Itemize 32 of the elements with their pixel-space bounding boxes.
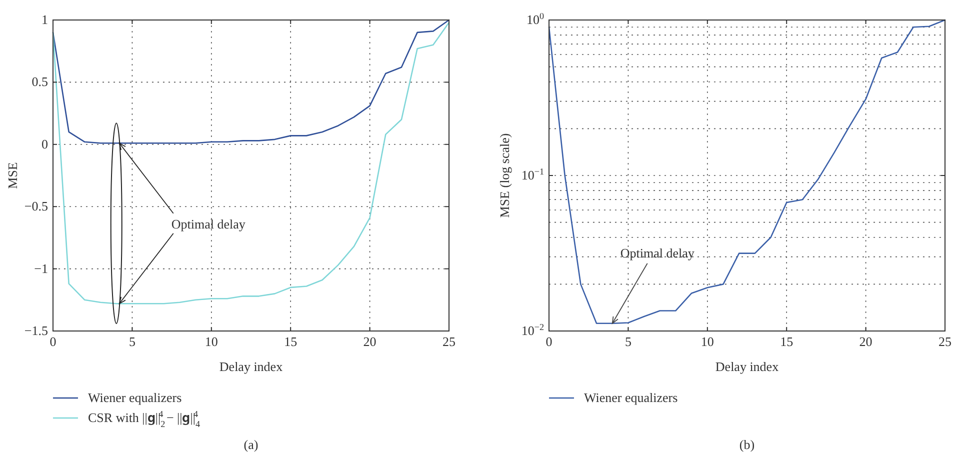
line-series	[52, 22, 450, 304]
y-axis-title: MSE (log scale)	[497, 133, 512, 218]
x-tick-label: 10	[700, 334, 714, 349]
x-tick-label: 5	[624, 334, 632, 349]
legend-label: Wiener equalizers	[88, 390, 182, 405]
x-tick-label: 25	[442, 334, 456, 349]
x-tick-label: 25	[938, 334, 952, 349]
annotation: Optimal delay	[171, 216, 246, 232]
y-tick-label: 10$^{0}$	[526, 11, 544, 27]
x-tick-label: 5	[128, 334, 136, 349]
annotation: Optimal delay	[620, 245, 695, 260]
line-series	[548, 19, 946, 324]
y-tick-label: −1.5	[24, 323, 48, 338]
x-axis-title: Delay index	[715, 359, 780, 374]
y-axis-title: MSE	[5, 162, 20, 189]
x-tick-label: 10	[204, 334, 218, 349]
y-tick-label: 1	[42, 12, 48, 27]
y-tick-label: 0	[42, 136, 48, 152]
y-tick-label: −1	[34, 260, 48, 276]
x-tick-label: 20	[363, 334, 376, 349]
y-tick-label: 0.5	[32, 74, 48, 90]
x-tick-label: 20	[859, 334, 872, 349]
y-tick-label: 10$^{−2}$	[521, 322, 544, 338]
legend-label: Wiener equalizers	[584, 390, 678, 405]
line-series	[52, 19, 450, 144]
text: (b)	[739, 437, 755, 452]
y-tick-label: −0.5	[24, 198, 48, 214]
x-tick-label: 15	[284, 334, 298, 349]
y-tick-label: 10$^{−1}$	[521, 166, 544, 182]
x-tick-label: 15	[780, 334, 794, 349]
text: (a)	[244, 437, 258, 452]
x-axis-title: Delay index	[219, 359, 284, 374]
